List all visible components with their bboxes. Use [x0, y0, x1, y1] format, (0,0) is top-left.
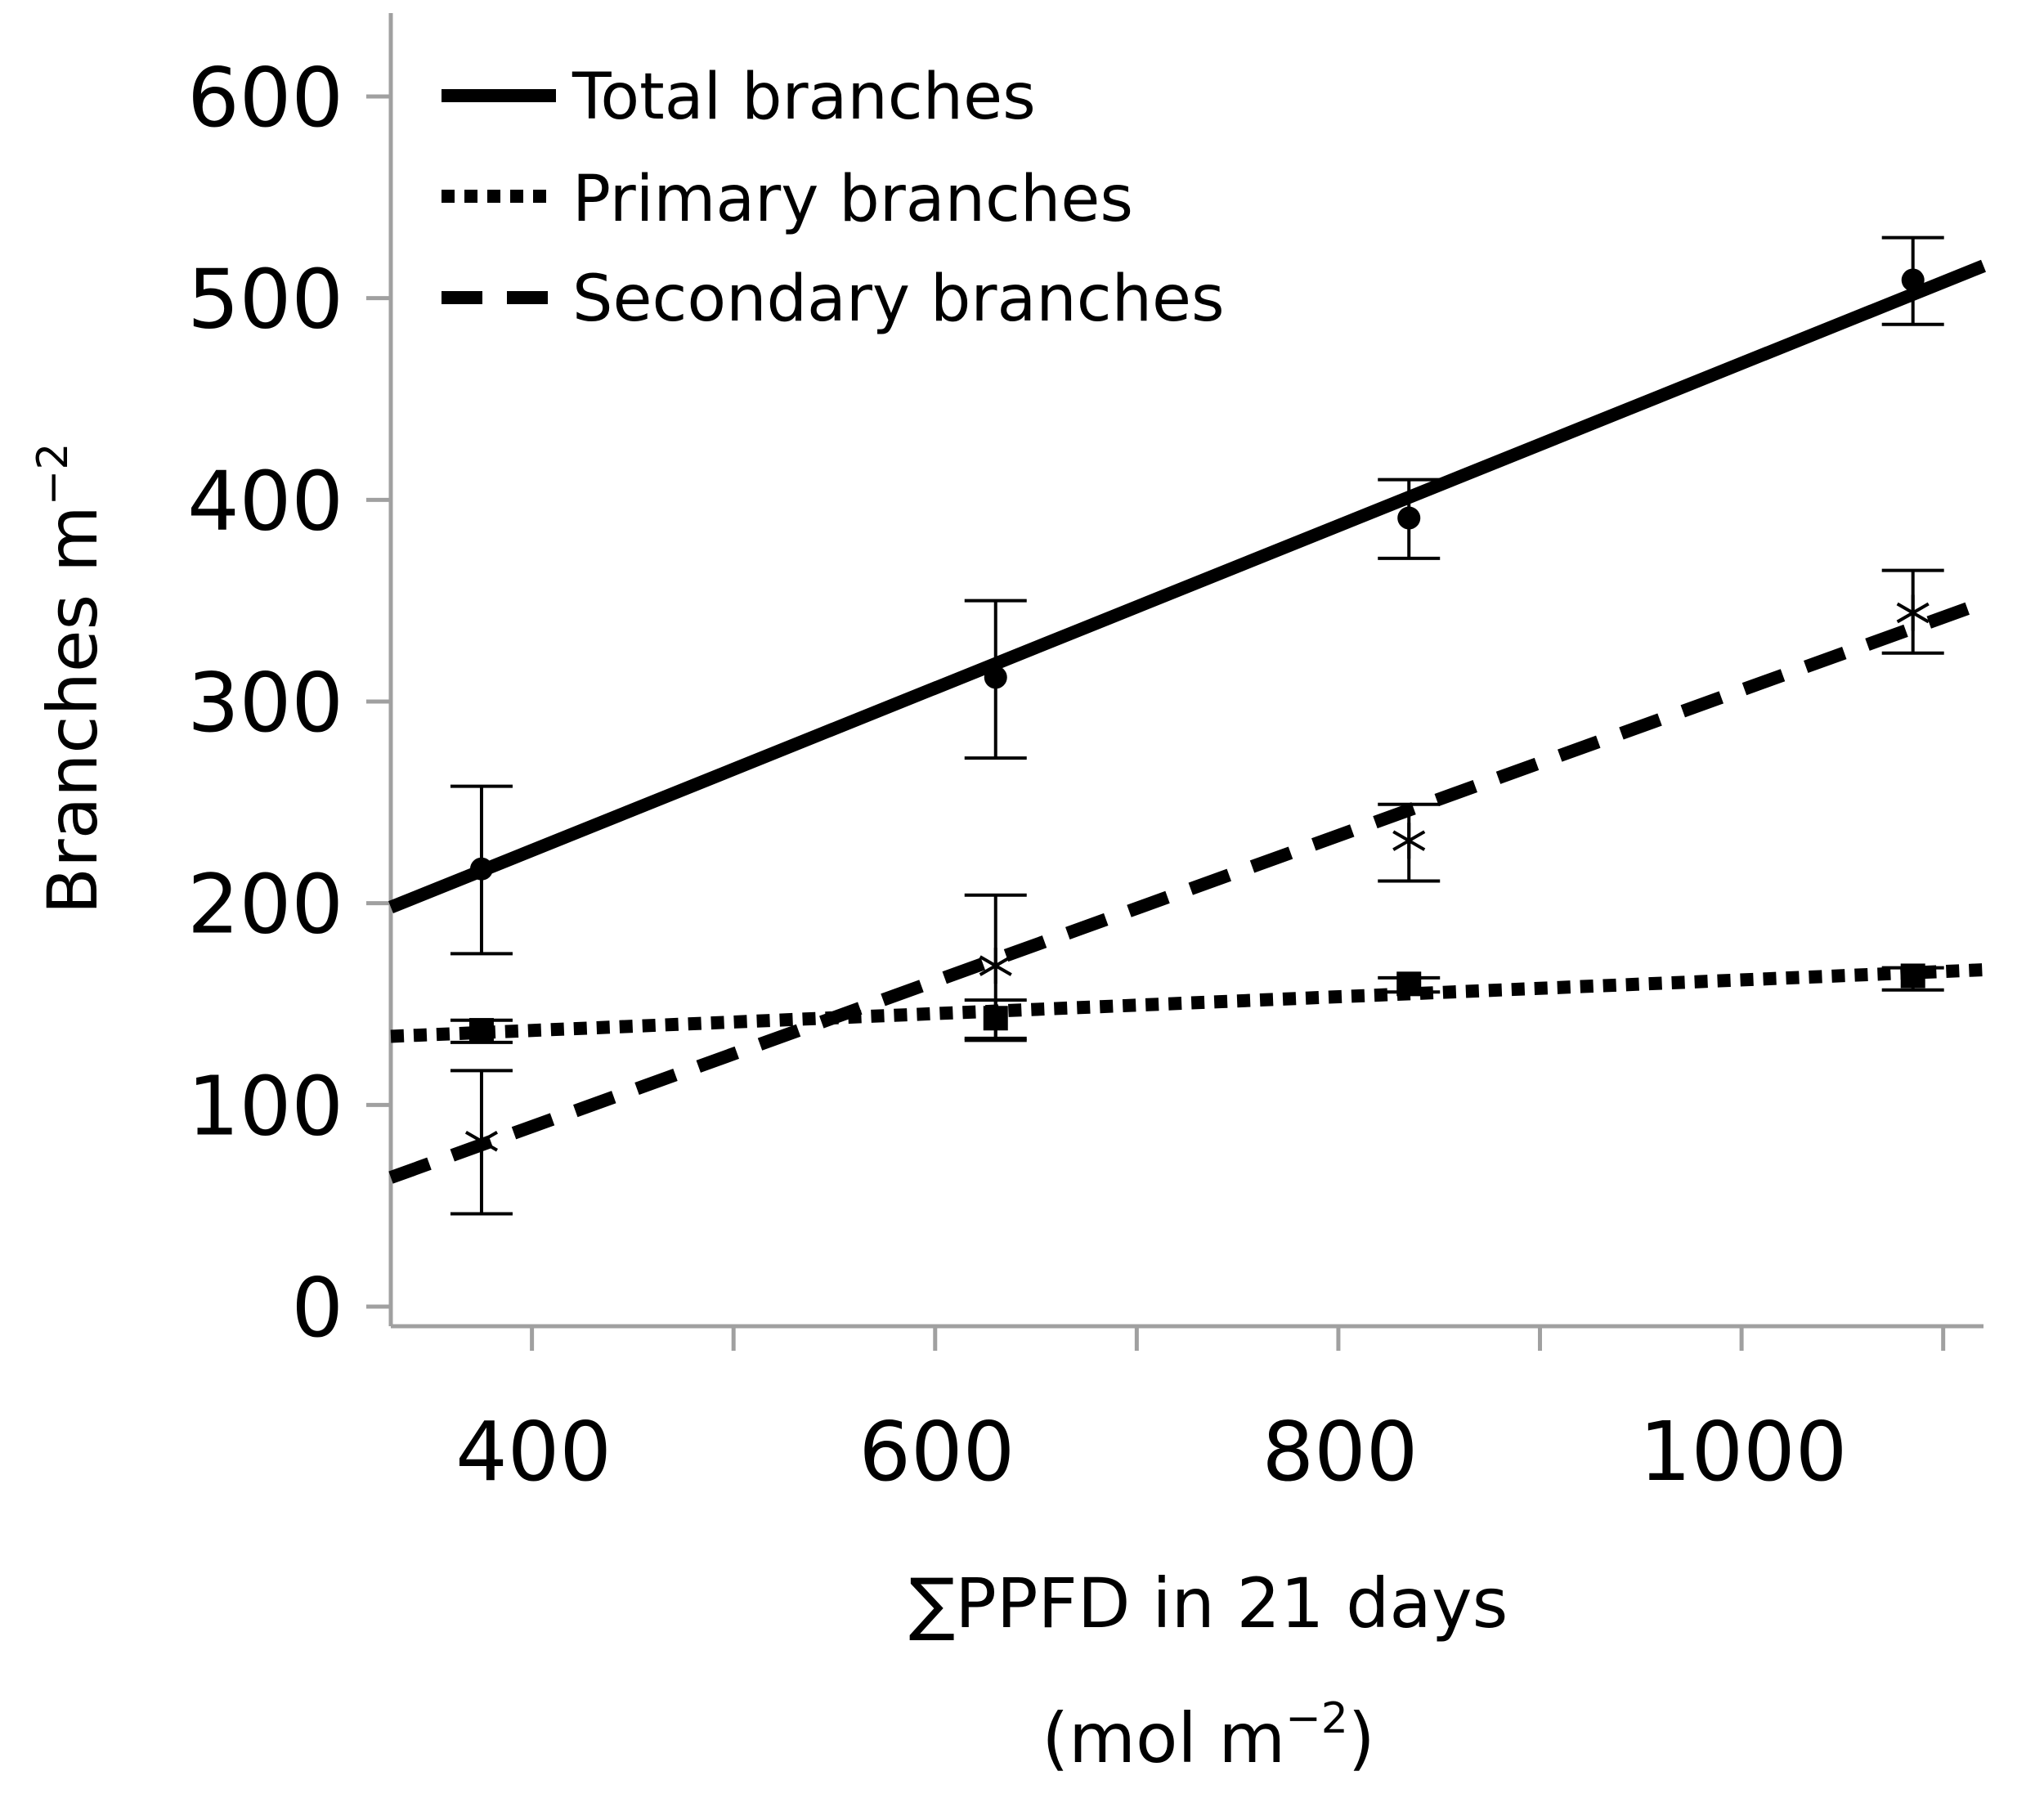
asterisk-stroke — [979, 955, 1012, 976]
secondary-fit-line — [388, 596, 1986, 1184]
y-tick-label: 300 — [187, 655, 343, 751]
data-point-secondary — [1896, 594, 1930, 631]
x-axis-units: (mol m−2) — [1042, 1694, 1374, 1778]
x-tick-label: 1000 — [1639, 1404, 1848, 1500]
y-tick-label: 0 — [291, 1260, 343, 1356]
legend-label-total: Total branches — [572, 61, 1036, 134]
y-tick-label: 600 — [187, 50, 343, 146]
data-point-primary — [1396, 971, 1422, 997]
legend-label-primary: Primary branches — [572, 163, 1133, 236]
y-tick-label: 100 — [187, 1058, 343, 1154]
asterisk-stroke — [464, 1131, 499, 1152]
error-bars — [450, 235, 1944, 1216]
primary-fit-line — [390, 963, 1984, 1043]
x-tick-label: 800 — [1262, 1404, 1418, 1500]
markers — [464, 268, 1930, 1159]
y-axis-title: Branches m−2 — [29, 443, 113, 915]
data-point-total — [469, 857, 493, 881]
data-point-primary — [468, 1018, 494, 1043]
data-point-total — [1901, 268, 1925, 292]
y-tick-label: 400 — [187, 453, 343, 549]
data-point-secondary — [1392, 823, 1426, 859]
x-axis-title: ∑PPFD in 21 days — [909, 1563, 1508, 1643]
data-point-secondary — [979, 948, 1012, 984]
legend: Total branches Primary branches Secondar… — [442, 61, 1225, 336]
y-tick-label: 200 — [187, 857, 343, 953]
x-axis-units-text: (mol m — [1042, 1698, 1285, 1778]
x-ticks: 400 600 800 1000 — [455, 1326, 1946, 1500]
data-point-total — [1397, 506, 1421, 530]
data-point-primary — [1900, 963, 1925, 989]
y-tick-label: 500 — [187, 252, 343, 347]
plot-area: 0 100 200 300 400 500 600 400 600 800 1000 — [187, 13, 1986, 1500]
x-tick-label: 600 — [858, 1404, 1015, 1500]
x-tick-label: 400 — [455, 1404, 612, 1500]
total-fit-line — [388, 259, 1986, 914]
x-axis-units-superscript: −2 — [1285, 1694, 1348, 1743]
data-point-secondary — [464, 1123, 499, 1159]
legend-label-secondary: Secondary branches — [572, 262, 1225, 336]
data-point-primary — [983, 1006, 1008, 1031]
y-axis-title-text: Branches m — [33, 505, 113, 914]
asterisk-stroke — [1896, 602, 1930, 624]
y-ticks: 0 100 200 300 400 500 600 — [187, 50, 391, 1356]
y-axis-title-superscript: −2 — [29, 443, 78, 506]
x-axis-units-close: ) — [1348, 1698, 1375, 1778]
data-point-total — [984, 666, 1007, 689]
fit-lines — [388, 259, 1986, 1184]
asterisk-stroke — [1392, 830, 1426, 851]
